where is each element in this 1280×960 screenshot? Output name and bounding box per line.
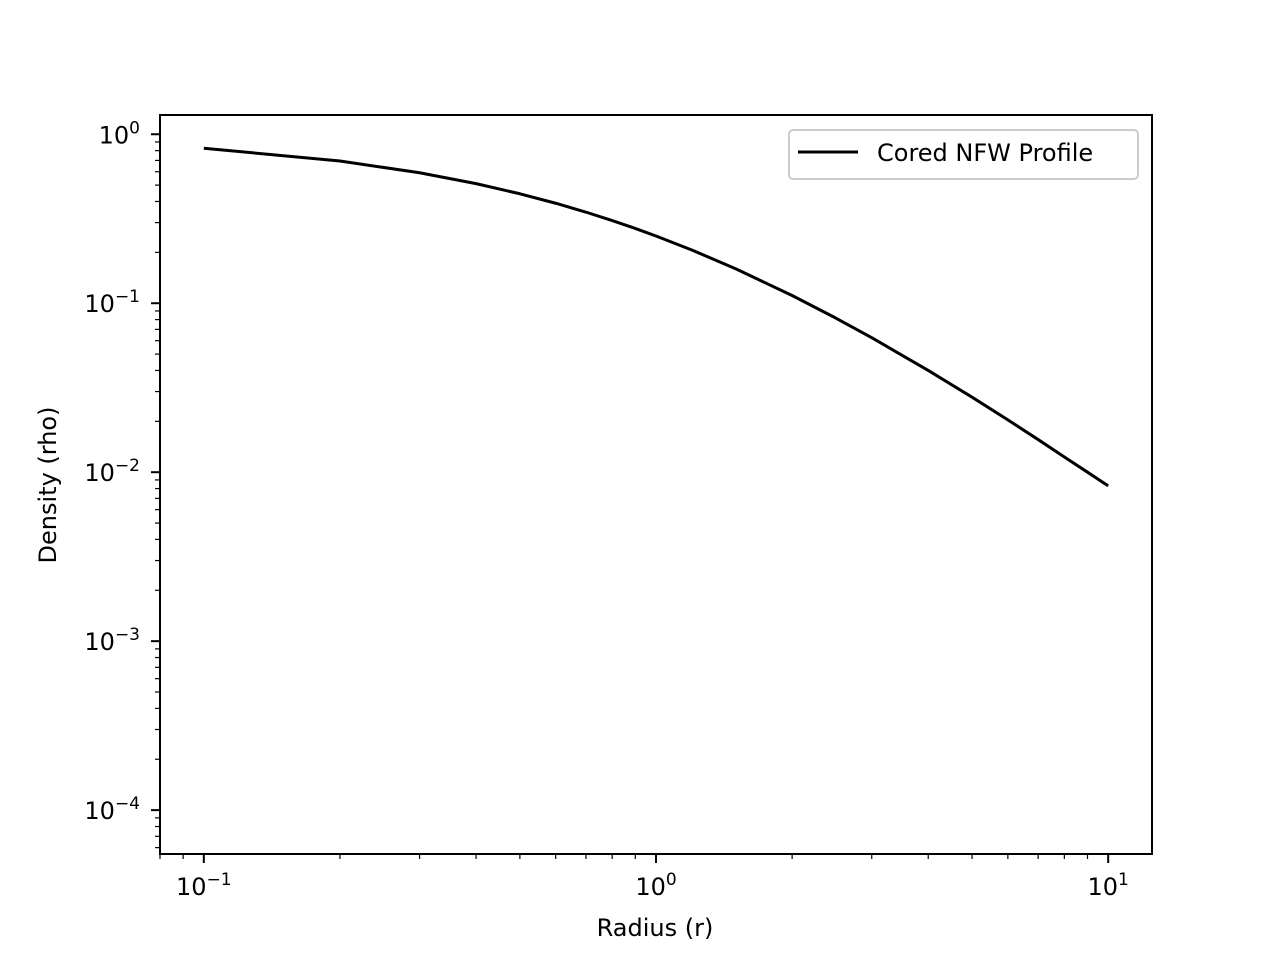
y-tick-label: 10−2 — [84, 456, 140, 487]
y-tick-label: 10−3 — [84, 625, 140, 656]
legend: Cored NFW Profile — [788, 129, 1139, 180]
y-axis-label: Density (rho) — [34, 407, 62, 564]
y-tick-label: 10−4 — [84, 794, 140, 825]
x-tick-label: 101 — [1087, 870, 1128, 901]
series-line-0 — [203, 146, 1110, 488]
y-tick-label: 100 — [99, 118, 140, 149]
x-axis-label: Radius (r) — [597, 914, 714, 942]
axes-frame — [159, 114, 1153, 855]
x-tick-label: 10−1 — [176, 870, 232, 901]
x-tick-label: 100 — [635, 870, 676, 901]
plot-area — [203, 146, 1110, 488]
legend-label: Cored NFW Profile — [877, 139, 1093, 167]
tick-labels: 10−1 100 101 100 10−1 10−2 10−3 10−4 — [84, 118, 1128, 901]
y-tick-label: 10−1 — [84, 287, 140, 318]
legend-box — [788, 129, 1139, 180]
